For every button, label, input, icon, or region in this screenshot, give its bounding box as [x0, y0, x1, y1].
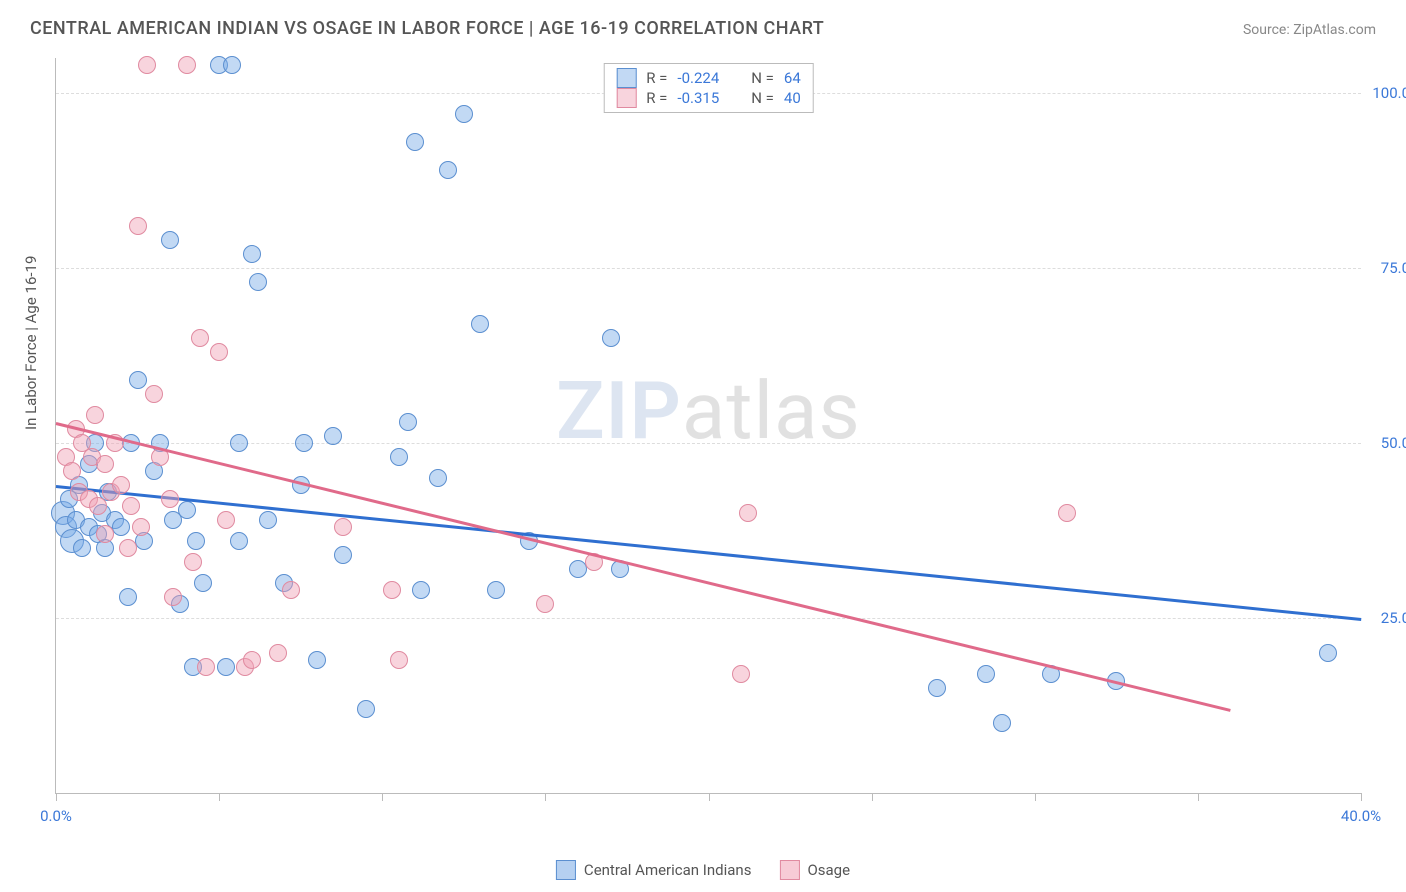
series-legend: Central American Indians Osage — [556, 860, 850, 880]
data-point — [217, 658, 235, 676]
data-point — [928, 679, 946, 697]
legend-item: Central American Indians — [556, 860, 752, 880]
chart-header: CENTRAL AMERICAN INDIAN VS OSAGE IN LABO… — [30, 18, 1376, 39]
data-point — [161, 231, 179, 249]
data-point — [399, 413, 417, 431]
data-point — [602, 329, 620, 347]
data-point — [249, 273, 267, 291]
data-point — [194, 574, 212, 592]
data-point — [112, 476, 130, 494]
data-point — [217, 511, 235, 529]
data-point — [138, 56, 156, 74]
gridline — [56, 268, 1361, 269]
legend-swatch — [616, 88, 636, 108]
data-point — [429, 469, 447, 487]
scatter-plot: ZIPatlas R =-0.224N =64R =-0.315N =40 25… — [55, 58, 1361, 794]
data-point — [187, 532, 205, 550]
data-point — [739, 504, 757, 522]
x-tick-label: 40.0% — [1341, 807, 1381, 825]
data-point — [455, 105, 473, 123]
data-point — [63, 462, 81, 480]
data-point — [230, 532, 248, 550]
legend-swatch — [779, 860, 799, 880]
y-tick-label: 100.0% — [1366, 84, 1406, 102]
data-point — [96, 455, 114, 473]
data-point — [161, 490, 179, 508]
data-point — [1058, 504, 1076, 522]
chart-title: CENTRAL AMERICAN INDIAN VS OSAGE IN LABO… — [30, 18, 824, 39]
x-tick — [56, 793, 57, 801]
data-point — [732, 665, 750, 683]
data-point — [184, 553, 202, 571]
data-point — [406, 133, 424, 151]
data-point — [487, 581, 505, 599]
gridline — [56, 443, 1361, 444]
data-point — [96, 525, 114, 543]
data-point — [112, 518, 130, 536]
data-point — [993, 714, 1011, 732]
data-point — [282, 581, 300, 599]
data-point — [269, 644, 287, 662]
data-point — [119, 539, 137, 557]
data-point — [977, 665, 995, 683]
legend-swatch — [616, 68, 636, 88]
data-point — [132, 518, 150, 536]
correlation-legend-row: R =-0.224N =64 — [616, 68, 801, 88]
data-point — [536, 595, 554, 613]
data-point — [334, 518, 352, 536]
data-point — [129, 217, 147, 235]
data-point — [295, 434, 313, 452]
gridline — [56, 618, 1361, 619]
x-tick — [219, 793, 220, 801]
data-point — [259, 511, 277, 529]
data-point — [86, 406, 104, 424]
data-point — [230, 434, 248, 452]
trend-line — [56, 485, 1361, 620]
data-point — [324, 427, 342, 445]
data-point — [129, 371, 147, 389]
data-point — [145, 385, 163, 403]
x-tick — [382, 793, 383, 801]
data-point — [89, 497, 107, 515]
data-point — [164, 588, 182, 606]
data-point — [197, 658, 215, 676]
data-point — [383, 581, 401, 599]
data-point — [471, 315, 489, 333]
x-tick — [1198, 793, 1199, 801]
correlation-legend-row: R =-0.315N =40 — [616, 88, 801, 108]
data-point — [412, 581, 430, 599]
data-point — [178, 501, 196, 519]
data-point — [119, 588, 137, 606]
data-point — [210, 343, 228, 361]
x-tick — [1361, 793, 1362, 801]
x-tick-label: 0.0% — [40, 807, 72, 825]
legend-item: Osage — [779, 860, 850, 880]
correlation-legend: R =-0.224N =64R =-0.315N =40 — [603, 63, 814, 113]
chart-source: Source: ZipAtlas.com — [1243, 22, 1376, 38]
data-point — [308, 651, 326, 669]
data-point — [390, 448, 408, 466]
data-point — [178, 56, 196, 74]
legend-swatch — [556, 860, 576, 880]
x-tick — [709, 793, 710, 801]
data-point — [122, 497, 140, 515]
x-tick — [872, 793, 873, 801]
data-point — [334, 546, 352, 564]
y-axis-label: In Labor Force | Age 16-19 — [22, 256, 40, 430]
data-point — [390, 651, 408, 669]
data-point — [223, 56, 241, 74]
data-point — [439, 161, 457, 179]
y-tick-label: 75.0% — [1366, 259, 1406, 277]
data-point — [73, 539, 91, 557]
data-point — [1319, 644, 1337, 662]
y-tick-label: 50.0% — [1366, 434, 1406, 452]
data-point — [191, 329, 209, 347]
x-tick — [545, 793, 546, 801]
x-tick — [1035, 793, 1036, 801]
data-point — [243, 245, 261, 263]
data-point — [357, 700, 375, 718]
data-point — [569, 560, 587, 578]
data-point — [243, 651, 261, 669]
y-tick-label: 25.0% — [1366, 609, 1406, 627]
